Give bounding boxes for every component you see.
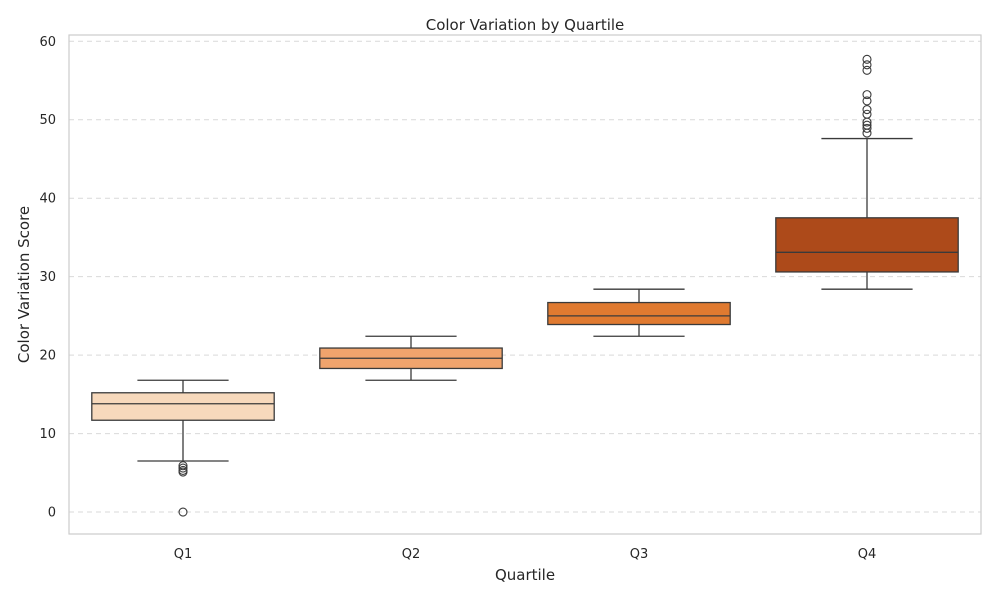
outlier-point <box>178 465 188 475</box>
outlier-point <box>862 104 872 115</box>
y-tick-label: 60 <box>39 35 56 50</box>
outlier-point <box>178 507 188 517</box>
box-group-q3 <box>547 288 731 337</box>
chart-title: Color Variation by Quartile <box>426 16 625 34</box>
x-ticks: Q1 Q2 Q3 Q4 <box>174 547 877 562</box>
plot-frame <box>68 34 982 535</box>
iqr-box <box>547 301 731 326</box>
x-axis-label: Quartile <box>495 566 555 584</box>
outlier-point <box>862 96 872 106</box>
outlier-point <box>862 109 872 119</box>
x-tick-label: Q2 <box>402 547 421 562</box>
y-axis-label: Color Variation Score <box>15 206 33 363</box>
y-ticks: 0 10 20 30 40 50 60 <box>39 35 56 521</box>
x-tick-label: Q4 <box>858 547 877 562</box>
y-tick-label: 10 <box>39 427 56 442</box>
y-tick-label: 0 <box>48 506 56 521</box>
outlier-point <box>862 128 872 138</box>
x-tick-label: Q3 <box>630 547 649 562</box>
outlier-point <box>178 461 188 471</box>
outlier-point <box>862 90 872 100</box>
outlier-point <box>862 120 872 130</box>
outlier-point <box>862 60 872 70</box>
y-tick-label: 20 <box>39 349 56 364</box>
iqr-box <box>775 217 959 273</box>
boxes <box>91 54 959 517</box>
grid <box>69 40 981 513</box>
outlier-point <box>862 54 872 64</box>
y-tick-label: 50 <box>39 113 56 128</box>
outlier-point <box>862 65 872 75</box>
box-group-q4 <box>775 54 959 290</box>
box-group-q1 <box>91 379 275 517</box>
y-tick-label: 30 <box>39 270 56 285</box>
iqr-box <box>91 392 275 421</box>
x-tick-label: Q1 <box>174 547 193 562</box>
y-tick-label: 40 <box>39 192 56 207</box>
box-group-q2 <box>319 335 503 381</box>
outlier-point <box>178 463 188 473</box>
outlier-point <box>862 123 872 133</box>
